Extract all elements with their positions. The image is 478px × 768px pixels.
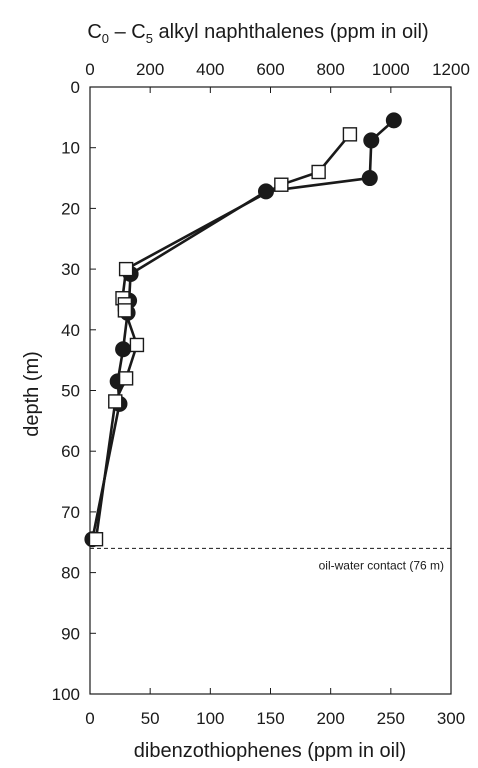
data-point-square (274, 177, 289, 192)
bottom-axis-tick-label: 200 (316, 709, 344, 728)
y-axis-tick-label: 0 (71, 78, 80, 97)
bottom-axis-tick-label: 0 (85, 709, 94, 728)
data-point-square (108, 394, 123, 409)
data-point-square (342, 127, 358, 142)
bottom-axis-tick-label: 150 (256, 709, 284, 728)
top-axis-tick-label: 600 (256, 60, 284, 79)
y-axis-tick-label: 30 (61, 260, 80, 279)
oil-water-contact-label: oil-water contact (76 m) (319, 558, 444, 572)
data-point-circle (361, 170, 378, 187)
top-axis-tick-label: 1000 (372, 60, 410, 79)
plot-frame (89, 86, 452, 695)
top-axis-tick-label: 400 (196, 60, 224, 79)
bottom-axis-tick-label: 300 (437, 709, 465, 728)
data-point-circle (115, 341, 132, 358)
data-point-square (118, 261, 134, 277)
data-point-square (311, 164, 326, 180)
series-line-0 (91, 119, 395, 540)
top-axis-tick-label: 1200 (432, 60, 470, 79)
data-point-circle (385, 112, 402, 129)
data-point-square (118, 371, 134, 386)
top-axis-tick-label: 0 (85, 60, 94, 79)
y-axis-tick-label: 60 (61, 442, 80, 461)
bottom-axis-tick-label: 50 (141, 709, 160, 728)
top-axis-title: C0 – C5 alkyl naphthalenes (ppm in oil) (87, 21, 428, 46)
bottom-axis-tick-label: 250 (377, 709, 405, 728)
data-point-circle (363, 132, 380, 149)
data-point-square (129, 337, 145, 353)
top-axis-tick-label: 200 (136, 60, 164, 79)
y-axis-tick-label: 40 (61, 321, 80, 340)
y-axis-tick-label: 90 (61, 624, 80, 643)
y-axis-tick-label: 10 (61, 139, 80, 158)
y-axis-tick-label: 70 (61, 503, 80, 522)
bottom-axis-tick-label: 100 (196, 709, 224, 728)
y-axis-tick-label: 50 (61, 382, 80, 401)
data-point-circle (257, 183, 274, 200)
y-axis-title: depth (m) (21, 351, 43, 437)
y-axis-tick-label: 20 (61, 199, 80, 218)
y-axis-tick-label: 100 (52, 685, 80, 704)
top-axis-tick-label: 800 (316, 60, 344, 79)
bottom-axis-title: dibenzothiophenes (ppm in oil) (134, 740, 406, 762)
y-axis-tick-label: 80 (61, 564, 80, 583)
series-line-1 (94, 133, 351, 540)
data-point-square (88, 532, 104, 547)
data-point-square (117, 303, 133, 318)
